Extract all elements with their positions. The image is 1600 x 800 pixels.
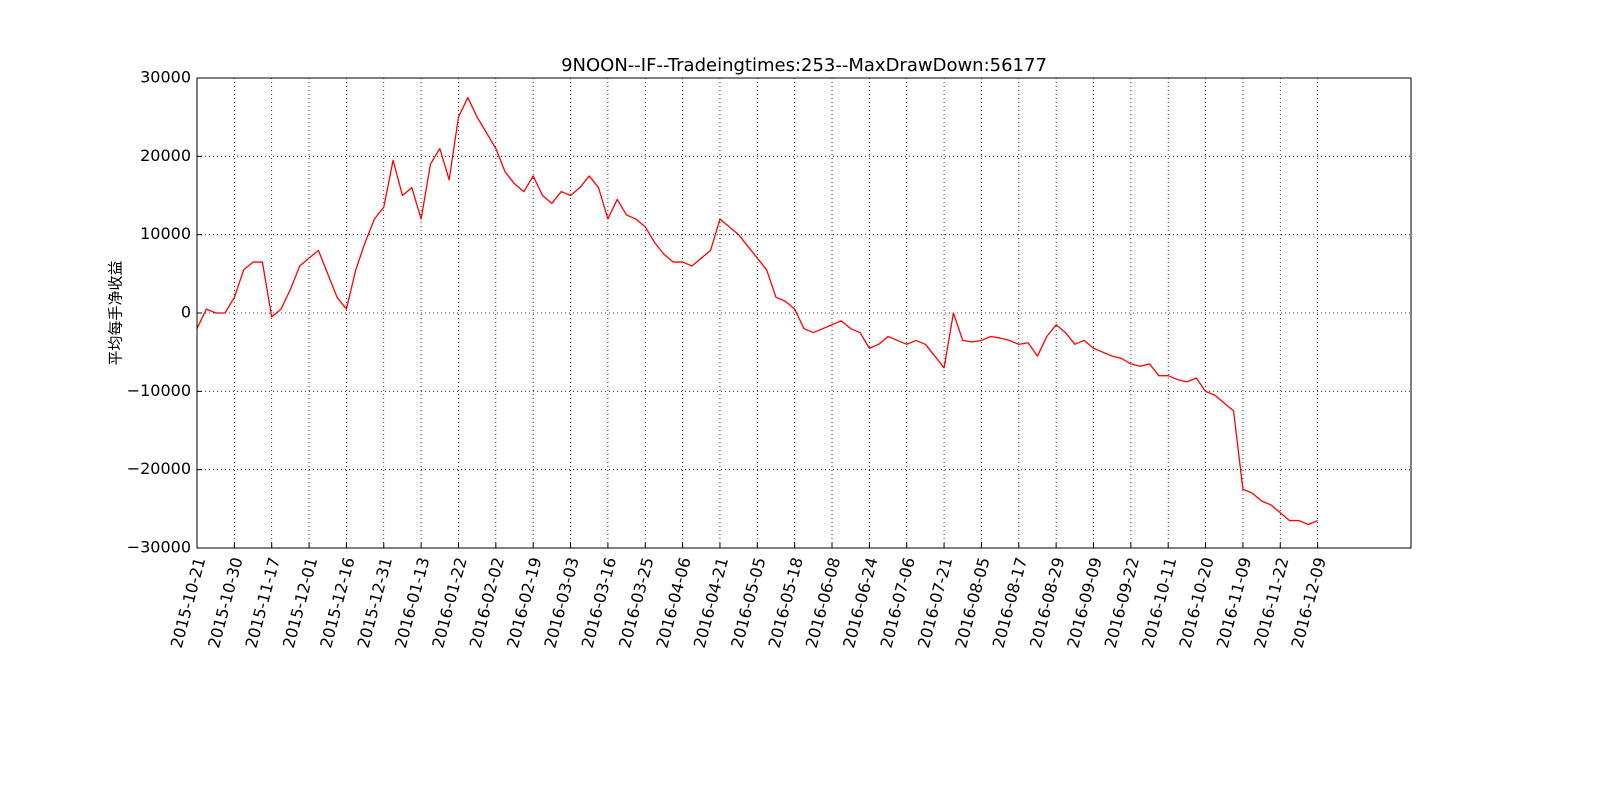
y-axis-label: 平均每手净收益 (107, 260, 125, 365)
y-tick-label: −30000 (127, 538, 191, 557)
y-tick-label: 20000 (140, 146, 191, 165)
line (196, 96, 1318, 526)
plot-frame (196, 77, 1412, 549)
y-tick-label: 30000 (140, 68, 191, 87)
y-tick-label: −20000 (127, 459, 191, 478)
y-tick-label: 0 (181, 303, 191, 322)
y-tick-label: −10000 (127, 381, 191, 400)
chart-title: 9NOON--IF--Tradeingtimes:253--MaxDrawDow… (561, 55, 1047, 76)
y-tick-label: 10000 (140, 224, 191, 243)
